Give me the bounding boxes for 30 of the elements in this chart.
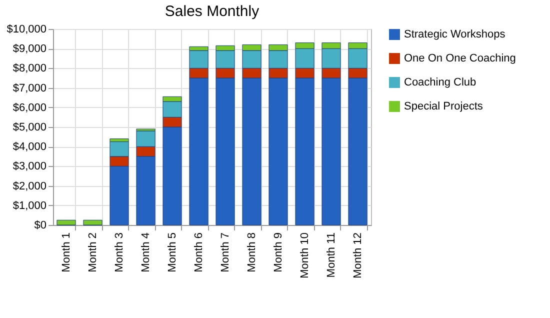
bar: [56, 220, 76, 226]
x-tick-label: Month 4: [140, 232, 152, 272]
legend-label: One On One Coaching: [404, 52, 516, 64]
legend-label: Strategic Workshops: [404, 28, 506, 40]
y-tick-label: $10,000: [6, 24, 46, 36]
y-tick-label: $6,000: [12, 102, 46, 114]
x-tick-label: Month 11: [325, 232, 338, 278]
y-tick-label: $1,000: [12, 200, 46, 212]
legend-label: Coaching Club: [404, 76, 476, 88]
x-tick-label: Month 6: [192, 232, 205, 272]
x-tick-label: Month 2: [86, 232, 99, 272]
y-tick-label: $4,000: [12, 141, 46, 154]
y-tick-label: $7,000: [12, 82, 46, 94]
x-tick-label: Month 9: [272, 232, 284, 272]
y-tick-label: $5,000: [12, 122, 46, 134]
x-tick-label: Month 7: [219, 232, 232, 272]
y-tick-label: $8,000: [12, 62, 46, 75]
y-tick-label: $9,000: [12, 43, 46, 56]
x-tick-label: Month 5: [166, 232, 178, 272]
y-tick-label: $3,000: [12, 160, 46, 173]
chart-title: Sales Monthly: [164, 3, 260, 20]
bar: [83, 220, 102, 226]
legend-label: Special Projects: [404, 100, 484, 112]
x-tick-label: Month 12: [352, 232, 364, 278]
x-tick-label: Month 10: [298, 232, 311, 278]
x-tick-label: Month 3: [113, 232, 126, 272]
y-tick-label: $2,000: [12, 180, 46, 192]
y-tick-label: $0: [34, 220, 46, 232]
x-tick-label: Month 8: [246, 232, 258, 272]
x-tick-label: Month 1: [60, 232, 72, 272]
